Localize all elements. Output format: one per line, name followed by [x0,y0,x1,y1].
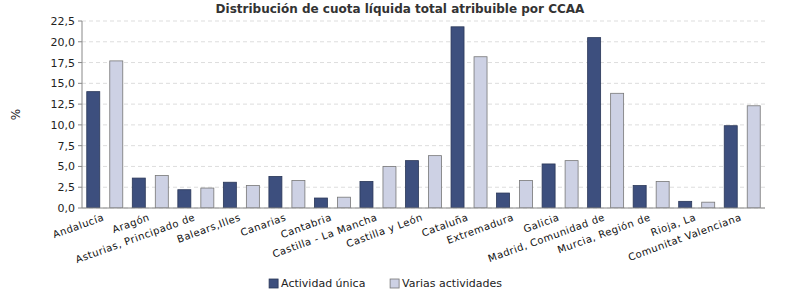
y-tick [78,21,82,22]
x-tick-label: Comunitat Valenciana [627,212,743,263]
bar [223,182,236,208]
y-tick-label: 10,0 [51,119,76,132]
x-tick-label: Balears,Illes [175,212,242,245]
grid-line [82,41,765,42]
bar [269,176,282,208]
y-tick [78,208,82,209]
legend: Actividad única Varias actividades [269,277,502,290]
y-tick [78,187,82,188]
y-tick-label: 15,0 [51,77,76,90]
grid-line [82,83,765,84]
bar [474,57,487,208]
bar [110,61,123,208]
bar [702,202,715,208]
bar [542,164,555,208]
grid-line [82,21,765,22]
bar [87,92,100,208]
legend-swatch [269,279,278,288]
bar [633,186,646,208]
y-tick [78,62,82,63]
y-axis-label: % [9,109,23,120]
bar [201,188,214,208]
y-tick-label: 5,0 [58,160,76,173]
bar [178,190,191,208]
y-axis [82,21,83,208]
bar [314,198,327,208]
bar [383,166,396,208]
y-tick-label: 7,5 [58,140,76,153]
y-tick-label: 20,0 [51,36,76,49]
x-tick-label: Andalucía [51,212,105,241]
bar [132,178,145,208]
y-tick [78,124,82,125]
y-tick-label: 2,5 [58,181,76,194]
bar [565,161,578,208]
x-tick-label: Castilla y León [345,212,424,250]
y-tick [78,166,82,167]
grid-line [82,62,765,63]
bars [87,27,760,208]
y-tick [78,145,82,146]
legend-label: Varias actividades [402,277,502,290]
chart: Distribución de cuota líquida total atri… [0,0,800,300]
y-tick-label: 17,5 [51,57,76,70]
bar [656,181,669,208]
y-tick-label: 12,5 [51,98,76,111]
legend-label: Actividad única [281,277,365,290]
x-axis [82,208,765,209]
bar [724,126,737,208]
grid-line [82,166,765,167]
bar [588,38,601,208]
y-tick [78,104,82,105]
bar [451,27,464,208]
bar [406,161,419,208]
bar [337,197,350,208]
x-tick-label: Extremadura [445,212,515,246]
y-tick-label: 22,5 [51,15,76,28]
grid-line [82,104,765,105]
bar [292,181,305,208]
bar [497,193,510,208]
bar [246,186,259,208]
legend-swatch [390,279,399,288]
y-tick-label: 0,0 [58,202,76,215]
bar [155,176,168,208]
bar [429,156,442,208]
grid-line [82,145,765,146]
bar [611,93,624,208]
grid-line [82,124,765,125]
title: Distribución de cuota líquida total atri… [216,2,586,16]
grid-line [82,208,765,209]
bar [679,201,692,208]
y-tick [78,83,82,84]
bar [520,181,533,208]
bar [747,106,760,208]
y-tick [78,41,82,42]
bar [360,181,373,208]
